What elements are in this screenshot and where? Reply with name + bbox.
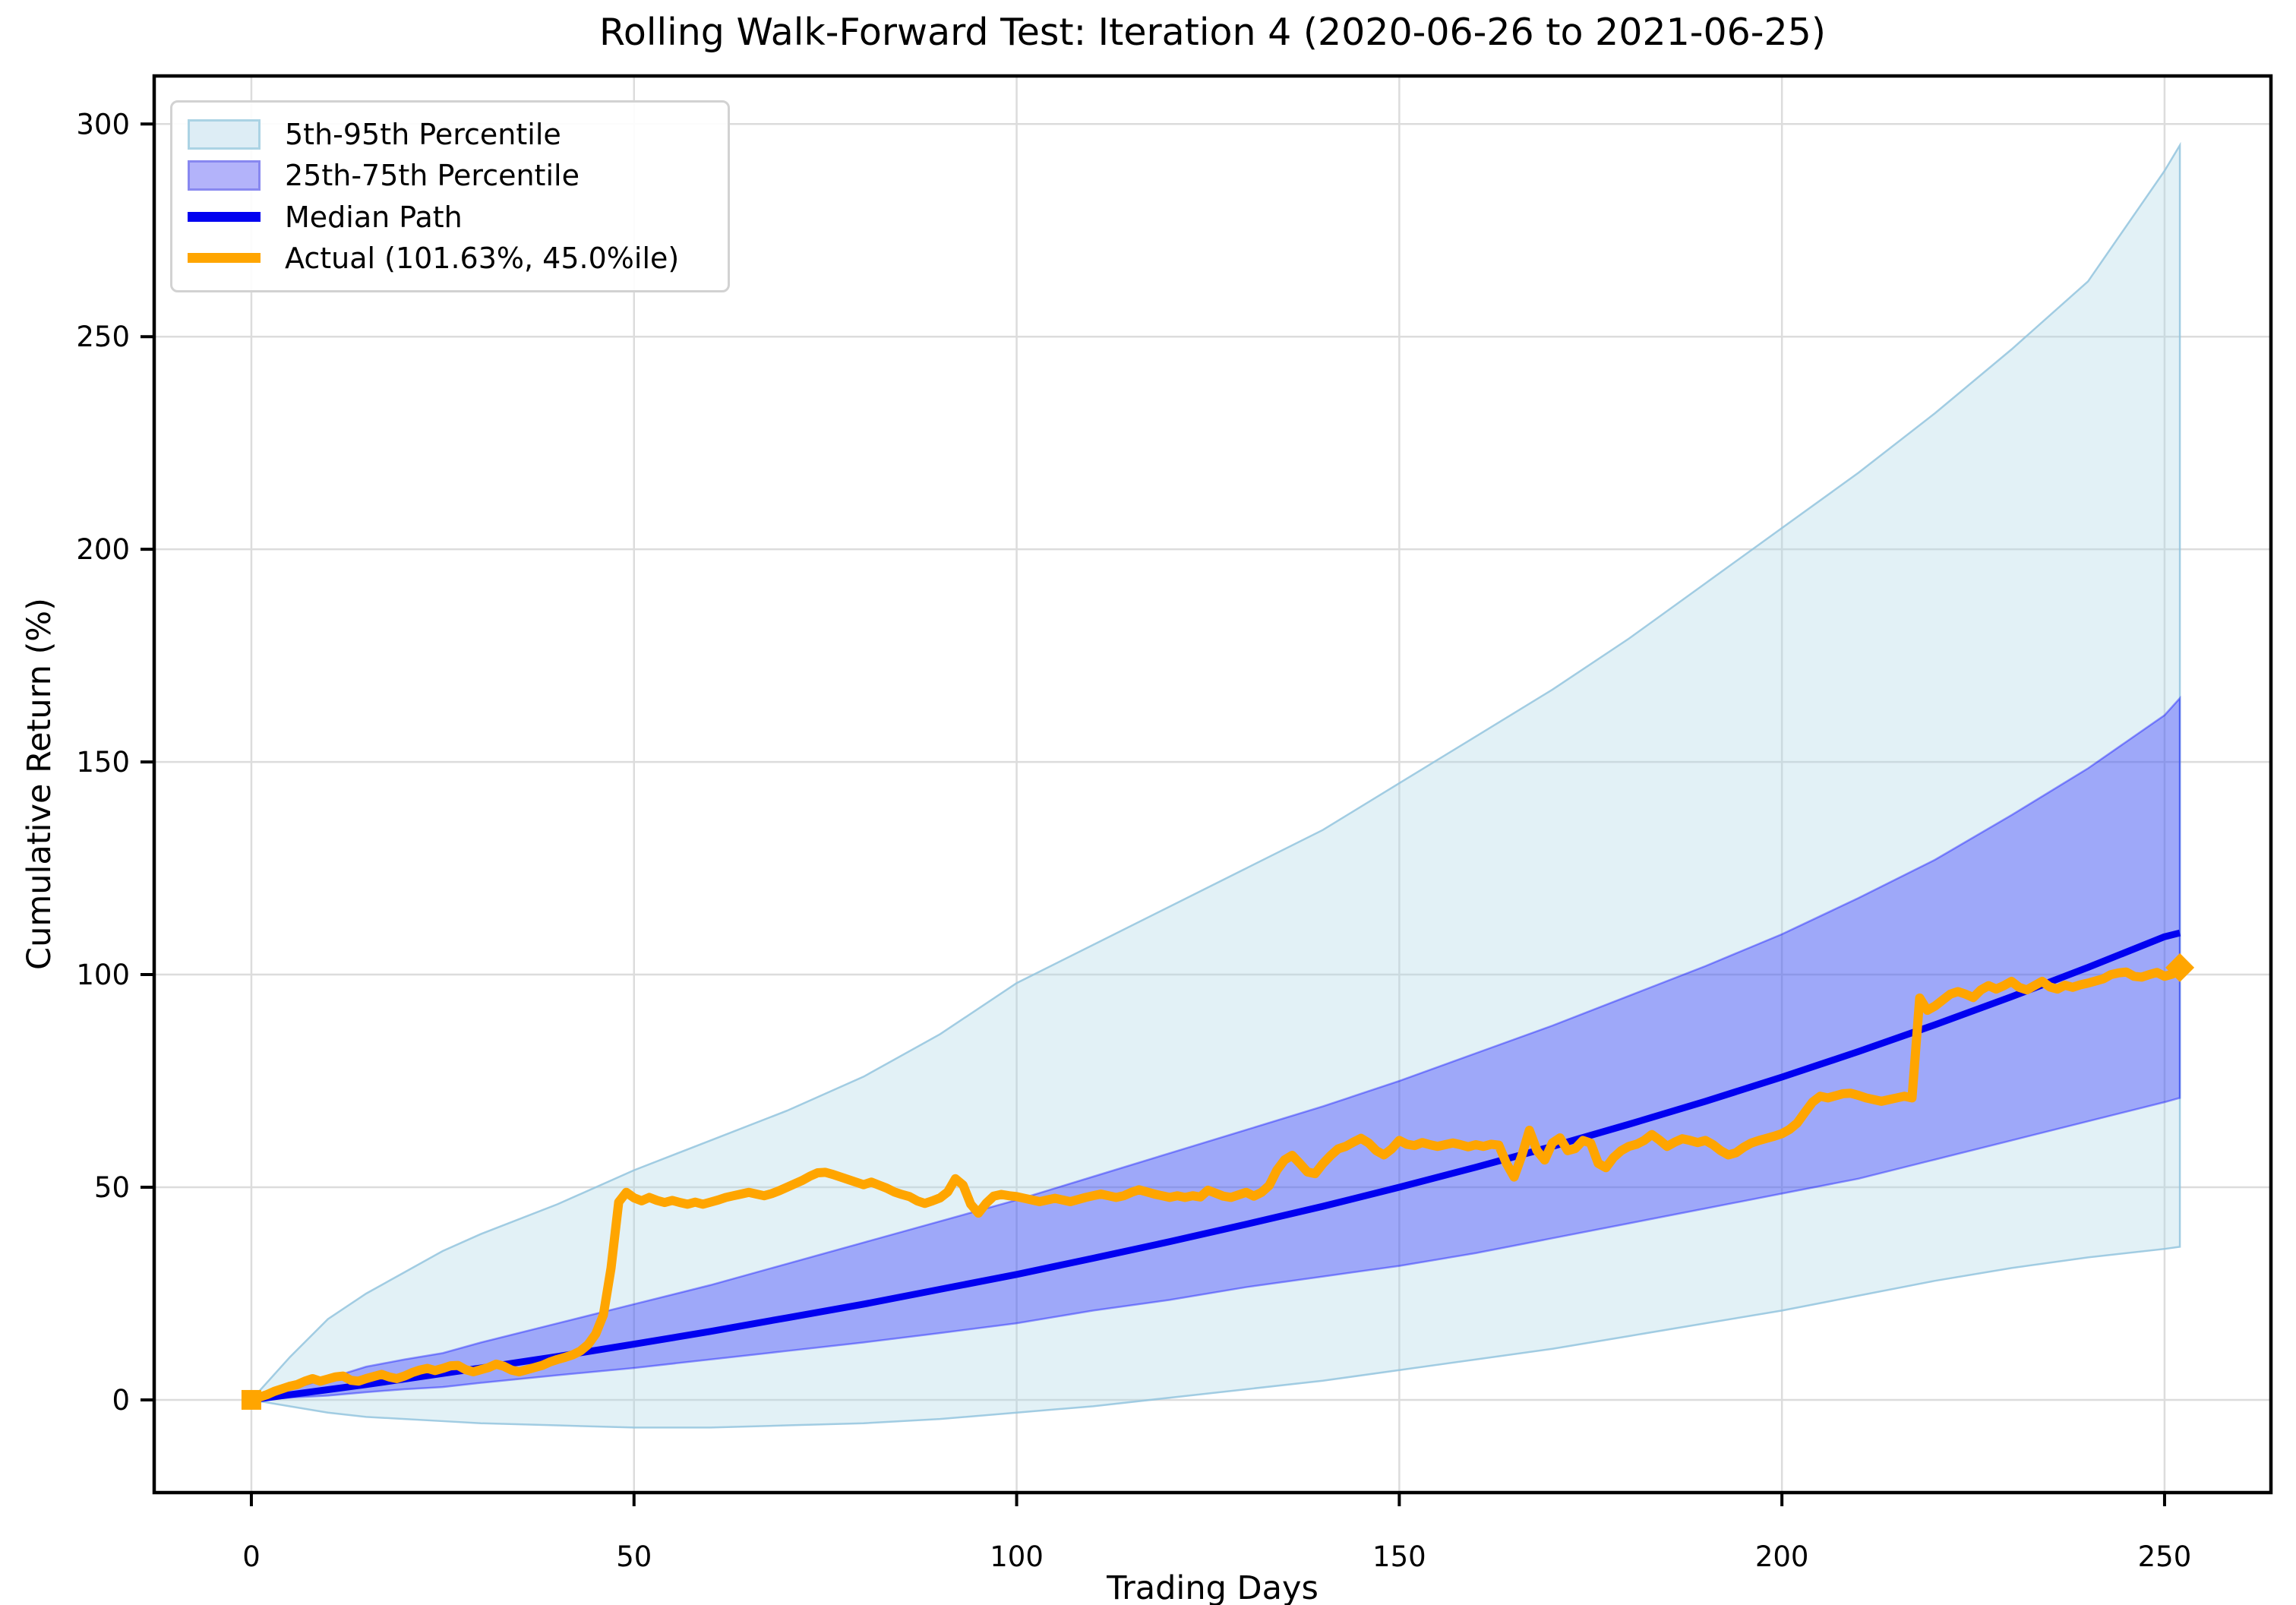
x-tick-label: 50: [616, 1540, 652, 1573]
p25-p75-band-swatch-icon: [188, 160, 261, 191]
actual-start-marker-icon: [241, 1389, 261, 1410]
actual-line: [250, 964, 2183, 1404]
p5-p95-band-swatch-icon: [188, 119, 261, 150]
legend-item-actual: Actual (101.63%, 45.0%ile): [188, 239, 712, 277]
y-tick-label: 50: [94, 1171, 130, 1204]
y-tick-label: 150: [76, 746, 130, 779]
legend-label: Median Path: [285, 200, 463, 234]
x-tick-label: 150: [1372, 1540, 1426, 1573]
legend-item-median: Median Path: [188, 198, 712, 236]
y-tick-label: 100: [76, 959, 130, 991]
x-tick-label: 100: [990, 1540, 1044, 1573]
x-tick-label: 250: [2138, 1540, 2192, 1573]
chart-title: Rolling Walk-Forward Test: Iteration 4 (…: [599, 11, 1826, 54]
y-tick-label: 0: [112, 1384, 130, 1417]
median-line-swatch-icon: [188, 212, 261, 223]
legend-label: Actual (101.63%, 45.0%ile): [285, 241, 680, 275]
band-25th-75th: [251, 695, 2181, 1401]
actual-line-swatch-icon: [188, 253, 261, 264]
plot-border: [152, 74, 2273, 1495]
legend-item-p25-p75: 25th-75th Percentile: [188, 156, 712, 194]
legend-label: 5th-95th Percentile: [285, 118, 561, 151]
x-axis-title: Trading Days: [1107, 1569, 1319, 1605]
y-tick-label: 250: [76, 321, 130, 353]
actual-end-marker-icon: [2165, 953, 2195, 982]
y-tick-label: 300: [76, 108, 130, 141]
legend: 5th-95th Percentile 25th-75th Percentile…: [170, 100, 730, 292]
legend-item-p5-p95: 5th-95th Percentile: [188, 115, 712, 153]
x-tick-label: 200: [1755, 1540, 1809, 1573]
y-axis-title: Cumulative Return (%): [21, 598, 58, 970]
y-tick-label: 200: [76, 533, 130, 566]
legend-label: 25th-75th Percentile: [285, 159, 580, 193]
x-tick-label: 0: [242, 1540, 261, 1573]
